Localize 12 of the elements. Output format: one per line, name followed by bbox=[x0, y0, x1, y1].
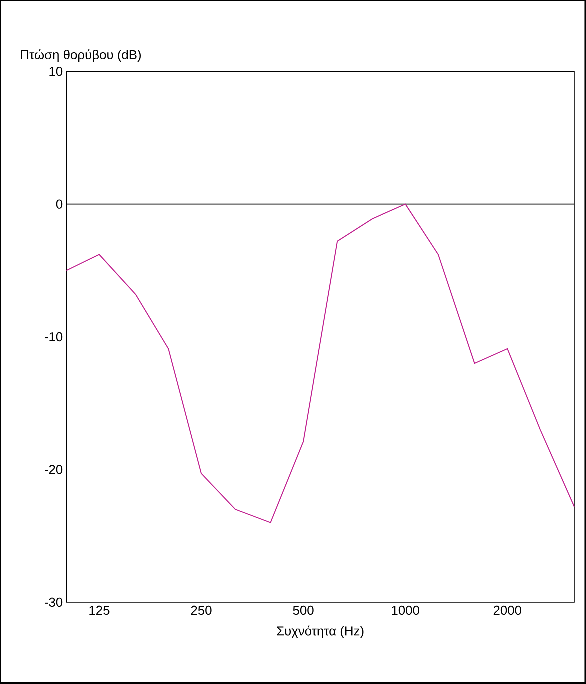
y-tick-label: 0 bbox=[56, 200, 63, 209]
x-tick-label: 2000 bbox=[494, 606, 522, 616]
x-axis-title: Συχνότητα (Hz) bbox=[277, 626, 364, 638]
x-tick-label: 500 bbox=[293, 606, 314, 616]
y-tick-label: -30 bbox=[44, 598, 62, 607]
y-tick-label: -10 bbox=[44, 332, 62, 342]
y-tick-label: 10 bbox=[50, 67, 62, 76]
y-axis-title: Πτώση θορύβου (dB) bbox=[21, 50, 141, 62]
y-tick-label: -20 bbox=[44, 465, 62, 474]
x-tick-label: 1000 bbox=[392, 606, 420, 616]
x-tick-label: 125 bbox=[90, 606, 110, 616]
x-tick-label: 250 bbox=[191, 606, 212, 616]
